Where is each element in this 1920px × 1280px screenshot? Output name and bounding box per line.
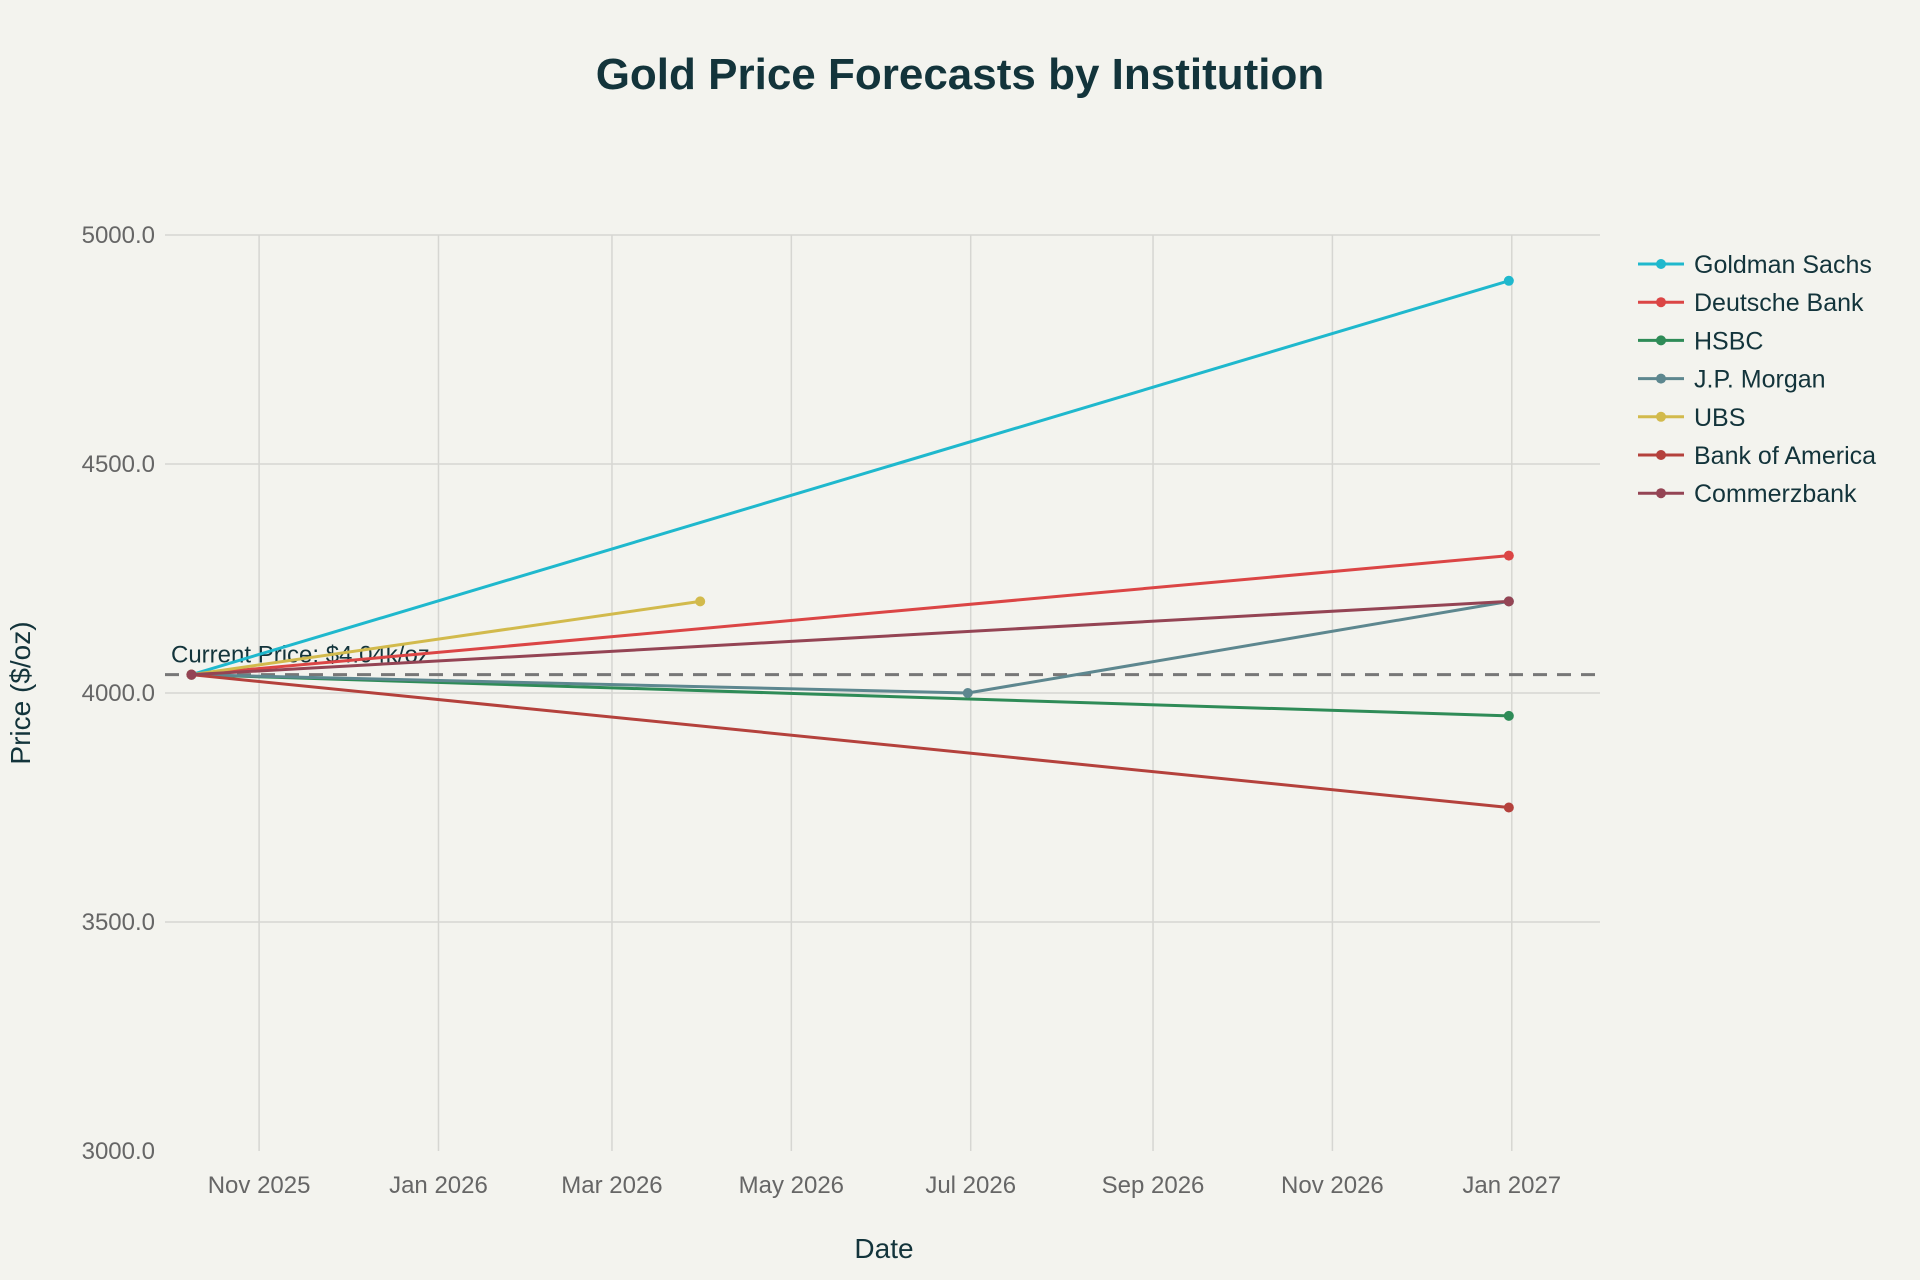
series-line xyxy=(191,599,701,677)
legend-item[interactable]: Bank of America xyxy=(1638,442,1876,470)
y-tick-label: 3500.0 xyxy=(82,909,155,936)
series-line xyxy=(191,599,1509,677)
x-tick-label: May 2026 xyxy=(739,1172,844,1199)
legend-marker xyxy=(1656,450,1666,460)
series-line xyxy=(191,673,1509,718)
series-commerzbank xyxy=(186,596,1514,680)
x-tick-label: Jan 2026 xyxy=(389,1172,488,1199)
legend-marker xyxy=(1656,335,1666,346)
chart-title: Gold Price Forecasts by Institution xyxy=(595,50,1325,99)
data-point xyxy=(1503,275,1514,286)
data-point xyxy=(1503,710,1514,721)
legend-label: Commerzbank xyxy=(1694,480,1857,508)
legend-label: J.P. Morgan xyxy=(1694,366,1826,394)
legend-marker xyxy=(1656,373,1666,384)
data-point xyxy=(186,669,197,680)
legend-marker xyxy=(1656,488,1666,499)
legend-item[interactable]: Deutsche Bank xyxy=(1638,289,1864,317)
legend-marker xyxy=(1656,411,1666,422)
data-point xyxy=(1503,802,1514,813)
legend-marker xyxy=(1656,259,1666,269)
gridlines xyxy=(165,234,1600,1151)
legend-label: Goldman Sachs xyxy=(1694,251,1872,279)
legend-item[interactable]: Commerzbank xyxy=(1638,480,1857,508)
x-tick-label: Nov 2025 xyxy=(208,1172,311,1199)
y-tick-label: 3000.0 xyxy=(82,1138,155,1165)
data-point xyxy=(1503,550,1514,561)
data-point xyxy=(1503,596,1514,607)
axis-ticks: Nov 2025 Jan 2026 Mar 2026 May 2026 Jul 2026… xyxy=(82,222,1562,1199)
x-axis-label: Date xyxy=(854,1233,913,1264)
x-tick-label: Sep 2026 xyxy=(1102,1172,1205,1199)
x-tick-label: Mar 2026 xyxy=(561,1172,662,1199)
x-tick-label: Jul 2026 xyxy=(925,1172,1016,1199)
x-tick-label: Jan 2027 xyxy=(1462,1172,1561,1199)
legend[interactable]: Goldman Sachs Deutsche Bank HSBC J.P. Morga… xyxy=(1638,251,1876,508)
legend-marker xyxy=(1656,297,1666,308)
x-tick-label: Nov 2026 xyxy=(1281,1172,1384,1199)
legend-item[interactable]: Goldman Sachs xyxy=(1638,251,1872,279)
data-point xyxy=(695,596,706,607)
y-tick-label: 4500.0 xyxy=(82,451,155,478)
y-axis-label: Price ($/oz) xyxy=(5,621,36,764)
series-goldman-sachs xyxy=(186,275,1514,680)
series-line xyxy=(191,673,1509,809)
data-point xyxy=(962,688,973,698)
legend-item[interactable]: HSBC xyxy=(1638,327,1763,355)
series-line xyxy=(191,279,1510,677)
series-line xyxy=(191,554,1509,677)
y-tick-label: 4000.0 xyxy=(82,680,155,707)
legend-label: Bank of America xyxy=(1694,442,1876,470)
y-tick-label: 5000.0 xyxy=(82,222,155,249)
legend-item[interactable]: UBS xyxy=(1638,404,1745,432)
legend-label: UBS xyxy=(1694,404,1745,432)
series-lines xyxy=(186,275,1514,813)
legend-item[interactable]: J.P. Morgan xyxy=(1638,366,1826,394)
legend-label: Deutsche Bank xyxy=(1694,289,1864,317)
legend-label: HSBC xyxy=(1694,327,1763,355)
